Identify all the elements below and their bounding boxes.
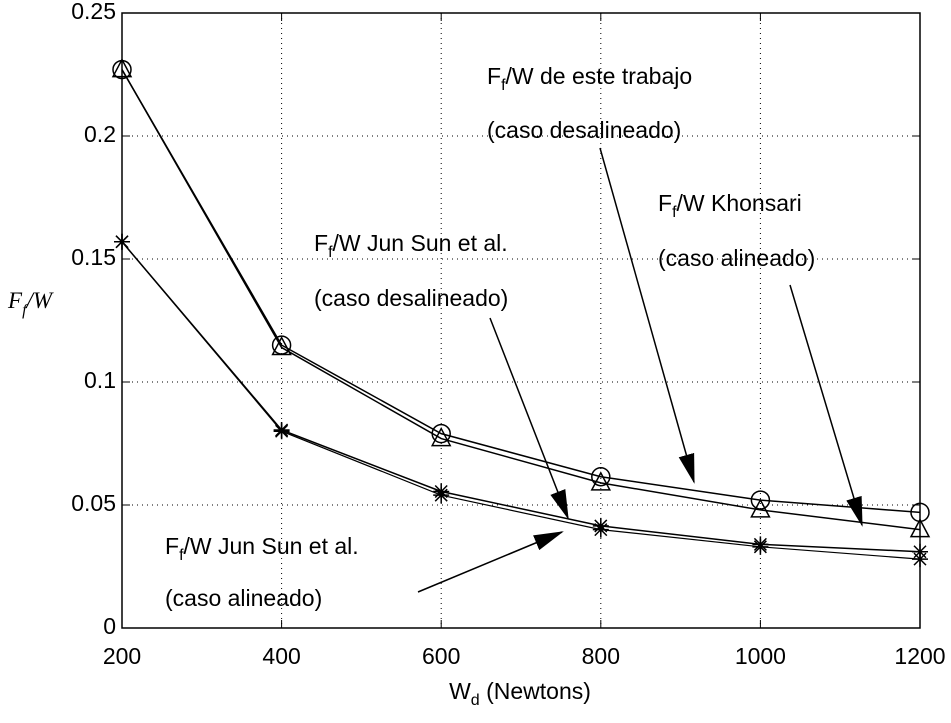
annotation-text: Ff/W Jun Sun et al. xyxy=(165,533,359,564)
annotation-text: (caso alineado) xyxy=(165,585,322,611)
x-tick-label: 800 xyxy=(582,643,620,669)
annotation-text-part: /W Jun Sun et al. xyxy=(333,230,508,256)
annotation-text-part: F xyxy=(487,63,501,89)
marker xyxy=(750,490,771,510)
marker xyxy=(271,335,292,356)
marker xyxy=(273,423,290,440)
marker xyxy=(591,466,611,487)
marker xyxy=(433,487,450,504)
annotation-text-part: /W Jun Sun et al. xyxy=(184,533,359,559)
series-line xyxy=(121,69,921,514)
plot-frame xyxy=(121,12,921,629)
annotation-arrow xyxy=(489,317,569,520)
y-axis-label-part: F xyxy=(7,288,23,313)
annotation-text: Ff/W de este trabajo xyxy=(487,63,692,94)
annotation-text-part: f xyxy=(328,244,333,261)
annotation-text: Ff/W Khonsari xyxy=(658,190,802,221)
x-tick-label: 200 xyxy=(103,643,141,669)
annotation-text: (caso desalineado) xyxy=(314,285,508,311)
x-tick-label: 600 xyxy=(422,643,460,669)
annotation-text: (caso alineado) xyxy=(658,245,815,271)
x-tick-label: 1000 xyxy=(735,643,786,669)
annotation-text-part: (caso desalineado) xyxy=(487,117,681,143)
marker xyxy=(590,471,612,491)
annotation-text-part: /W de este trabajo xyxy=(506,63,693,89)
y-axis-label-part: /W xyxy=(25,288,54,313)
y-tick-label: 0.15 xyxy=(71,244,116,270)
annotation-text-part: f xyxy=(501,77,506,94)
x-axis-label-part: d xyxy=(471,692,480,709)
annotation-text-part: f xyxy=(179,547,184,564)
marker xyxy=(752,538,769,555)
annotation-text-part: F xyxy=(165,533,179,559)
annotation-text-part: (caso desalineado) xyxy=(314,285,508,311)
annotation-arrow xyxy=(417,531,564,593)
y-axis-label-part: f xyxy=(22,302,29,319)
y-tick-label: 0 xyxy=(103,613,116,639)
series-line xyxy=(121,69,921,531)
marker xyxy=(909,517,931,538)
y-tick-label: 0.05 xyxy=(71,490,116,516)
annotation-text-part: (caso alineado) xyxy=(658,245,815,271)
annotation-text-part: (caso alineado) xyxy=(165,585,322,611)
x-axis-label-part: (Newtons) xyxy=(480,678,591,704)
series-line xyxy=(121,241,921,553)
marker xyxy=(912,551,928,568)
y-axis-label: Ff/W xyxy=(7,288,54,318)
annotation-arrow xyxy=(599,147,695,484)
x-tick-label: 400 xyxy=(262,643,300,669)
annotation-text: (caso desalineado) xyxy=(487,117,681,143)
marker xyxy=(111,57,133,78)
annotation-text-part: /W Khonsari xyxy=(677,190,802,216)
annotation-text: Ff/W Jun Sun et al. xyxy=(314,230,508,261)
marker xyxy=(430,426,452,447)
annotation-text-part: F xyxy=(658,190,672,216)
marker xyxy=(114,233,130,250)
marker xyxy=(910,502,930,523)
marker xyxy=(750,498,771,518)
y-tick-label: 0.1 xyxy=(84,367,116,393)
annotation-text-part: F xyxy=(314,230,328,256)
x-axis-label-part: W xyxy=(449,678,471,704)
marker xyxy=(592,521,609,538)
y-tick-label: 0.25 xyxy=(71,0,116,24)
x-tick-label: 1200 xyxy=(894,643,945,669)
x-axis-label: Wd (Newtons) xyxy=(449,678,591,709)
annotation-arrow xyxy=(789,284,863,527)
series-line xyxy=(121,241,921,560)
annotation-text-part: f xyxy=(672,204,677,221)
y-tick-label: 0.2 xyxy=(84,121,116,147)
